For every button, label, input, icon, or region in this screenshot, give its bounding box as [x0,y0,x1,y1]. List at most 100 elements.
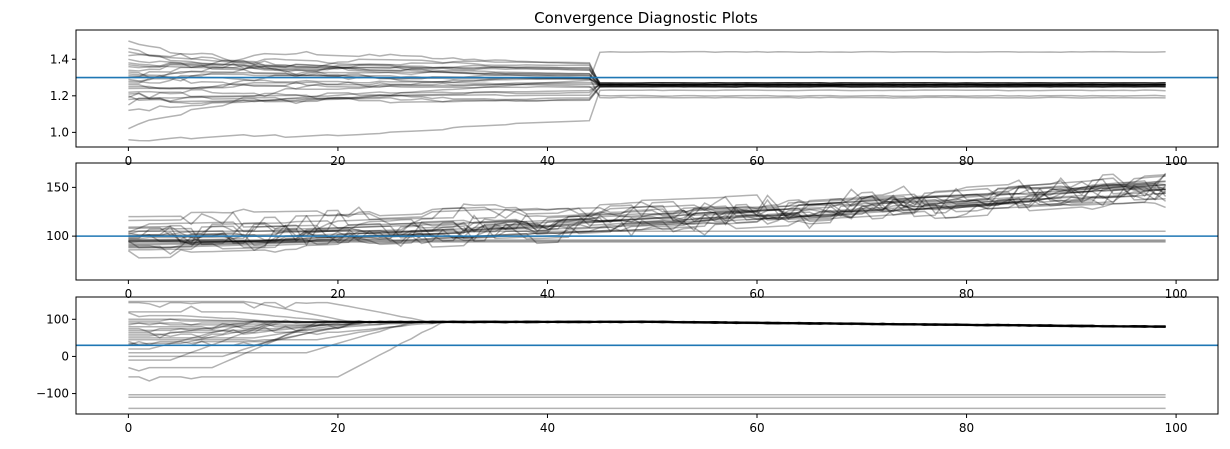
trace-line [128,51,1166,86]
trace-line [128,77,1166,101]
trace-line [128,180,1166,241]
trace-line [127,188,1166,259]
axes-frame [75,296,1219,415]
trace-line [128,58,1166,85]
x-tick-label: 100 [1165,421,1188,435]
axes-frame [75,29,1219,148]
trace-line [128,318,1166,328]
x-tick-label: 60 [749,421,764,435]
x-tick-label: 80 [959,421,974,435]
trace-line [128,53,1166,86]
trace-line [128,320,1166,333]
axes-frame [75,162,1219,281]
trace-line [128,192,1167,245]
trace-line [128,81,1166,90]
subplot-2: 0 20 40 60 80 100 100 150 [46,162,1219,301]
trace-line [128,85,1166,102]
trace-line [128,184,1166,245]
trace-line [128,180,1166,249]
trace-line [128,320,1166,354]
trace-line [128,59,1166,86]
x-tick-label: 20 [330,421,345,435]
trace-line [128,172,1167,240]
y-tick-label: 0 [61,349,69,363]
trace-line [128,320,1166,337]
trace-line [128,320,1166,330]
trace-line [128,73,1166,86]
trace-line [128,63,1166,85]
x-tick-label: 60 [749,287,764,301]
trace-line [127,83,1166,106]
x-tick-label: 20 [330,154,345,168]
trace-line [128,320,1166,350]
trace-line [128,58,1166,97]
y-tick-label: 100 [46,312,69,326]
y-tick-label: 1.0 [50,125,69,139]
x-tick-label: 60 [749,154,764,168]
trace-line [128,320,1166,361]
trace-line [128,81,1166,103]
subplot-panels: 0 20 40 60 80 100 1.0 1.2 1.4 0 20 40 60 80 100 100 150 0… [36,29,1219,435]
subplot-3: 0 20 40 60 80 100 −100 0 100 [36,296,1219,435]
trace-line [128,318,1166,328]
trace-group [127,40,1166,142]
trace-line [128,320,1166,358]
x-tick-label: 100 [1165,154,1188,168]
trace-line [128,83,1166,91]
trace-line [128,311,1166,328]
trace-line [128,320,1166,330]
trace-line [128,320,1166,372]
trace-line [128,60,1166,86]
trace-line [128,40,1166,99]
y-tick-label: −100 [36,387,69,401]
trace-line [128,186,1166,243]
subplot-1: 0 20 40 60 80 100 1.0 1.2 1.4 [50,29,1219,168]
trace-line [127,175,1166,249]
trace-line [128,73,1166,86]
trace-line [128,187,1166,245]
trace-line [128,320,1166,339]
trace-line [128,181,1166,228]
y-tick-label: 100 [46,229,69,243]
trace-line [128,320,1166,332]
x-tick-label: 0 [125,154,133,168]
trace-line [128,187,1166,226]
x-tick-label: 80 [959,154,974,168]
trace-line [128,83,1166,99]
trace-group [127,172,1167,259]
y-tick-label: 1.2 [50,89,69,103]
trace-line [128,305,1166,328]
trace-line [128,64,1166,85]
trace-line [128,173,1167,233]
trace-line [128,320,1166,346]
trace-line [128,180,1166,249]
trace-line [128,77,1166,90]
trace-line [128,63,1166,85]
trace-line [128,184,1166,251]
trace-line [128,319,1166,328]
trace-line [128,320,1166,339]
x-tick-label: 0 [125,287,133,301]
x-tick-label: 40 [540,287,555,301]
trace-line [128,197,1166,240]
trace-line [128,320,1166,346]
trace-line [128,85,1166,112]
y-tick-label: 1.4 [50,52,69,66]
x-tick-label: 40 [540,154,555,168]
trace-line [128,301,1166,328]
trace-line [128,85,1166,104]
x-tick-label: 0 [125,421,133,435]
trace-line [128,47,1166,86]
y-tick-label: 150 [46,180,69,194]
trace-line [128,71,1166,88]
trace-line [128,50,1166,130]
trace-line [128,320,1166,382]
trace-line [128,320,1166,339]
trace-line [128,184,1166,255]
x-tick-label: 20 [330,287,345,301]
trace-line [128,182,1166,246]
trace-line [128,89,1166,142]
trace-line [128,300,1166,328]
trace-line [128,173,1166,235]
